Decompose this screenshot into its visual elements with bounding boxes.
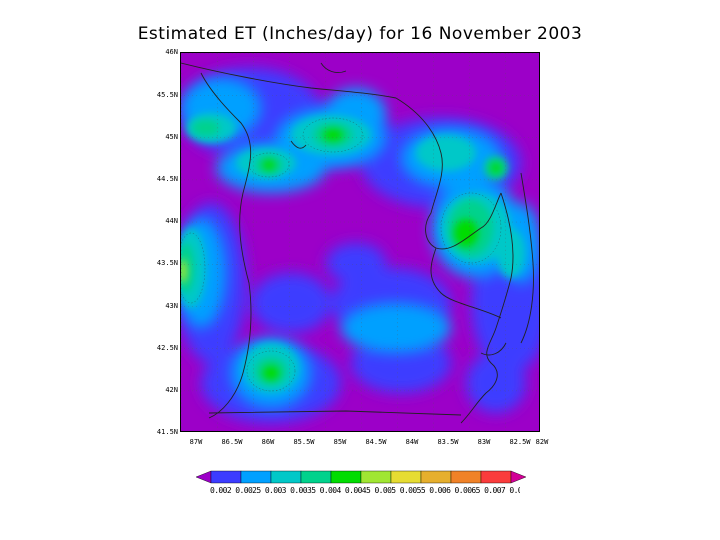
colorbar-labels: 0.002 0.0025 0.003 0.0035 0.004 0.0045 0…	[210, 486, 520, 495]
lon-label-84-5w: 84.5W	[365, 438, 387, 446]
lat-label-45n: 45N	[165, 133, 178, 141]
contour-field	[181, 53, 539, 431]
colorbar-cell	[270, 470, 302, 484]
lat-label-44-5n: 44.5N	[156, 175, 178, 183]
colorbar-arrow-low	[196, 470, 212, 484]
lat-label-44n: 44N	[165, 217, 178, 225]
colorbar-cell	[330, 470, 362, 484]
lon-label-87w: 87W	[189, 438, 203, 446]
colorbar-cell	[240, 470, 272, 484]
colorbar-cell	[450, 470, 482, 484]
colorbar-cell	[420, 470, 452, 484]
colorbar-cell	[300, 470, 332, 484]
lat-label-43n: 43N	[165, 302, 178, 310]
lat-label-46n: 46N	[165, 48, 178, 56]
graticule	[181, 53, 539, 431]
lon-label-82-5w: 82.5W	[509, 438, 531, 446]
colorbar-cell	[480, 470, 512, 484]
colorbar-arrow-high	[510, 470, 526, 484]
lat-label-42-5n: 42.5N	[156, 344, 178, 352]
map-title: Estimated ET (Inches/day) for 16 Novembe…	[137, 24, 583, 44]
lon-label-85w: 85W	[333, 438, 347, 446]
lon-label-86w: 86W	[261, 438, 275, 446]
lat-label-41-5n: 41.5N	[156, 428, 178, 436]
lat-label-43-5n: 43.5N	[156, 259, 178, 267]
colorbar	[196, 470, 526, 484]
colorbar-cell	[390, 470, 422, 484]
colorbar-cell	[360, 470, 392, 484]
colorbar-cells	[196, 470, 526, 484]
colorbar-cell	[210, 470, 242, 484]
lon-label-83w: 83W	[477, 438, 491, 446]
lat-label-42n: 42N	[165, 386, 178, 394]
lon-label-82w: 82W	[535, 438, 549, 446]
et-contour-map	[180, 52, 540, 432]
lat-label-45-5n: 45.5N	[156, 91, 178, 99]
coastline-outline	[181, 62, 534, 424]
lon-label-86-5w: 86.5W	[221, 438, 243, 446]
lon-label-84w: 84W	[405, 438, 419, 446]
lon-label-85-5w: 85.5W	[293, 438, 315, 446]
lon-label-83-5w: 83.5W	[437, 438, 459, 446]
contour-lines	[181, 117, 502, 392]
